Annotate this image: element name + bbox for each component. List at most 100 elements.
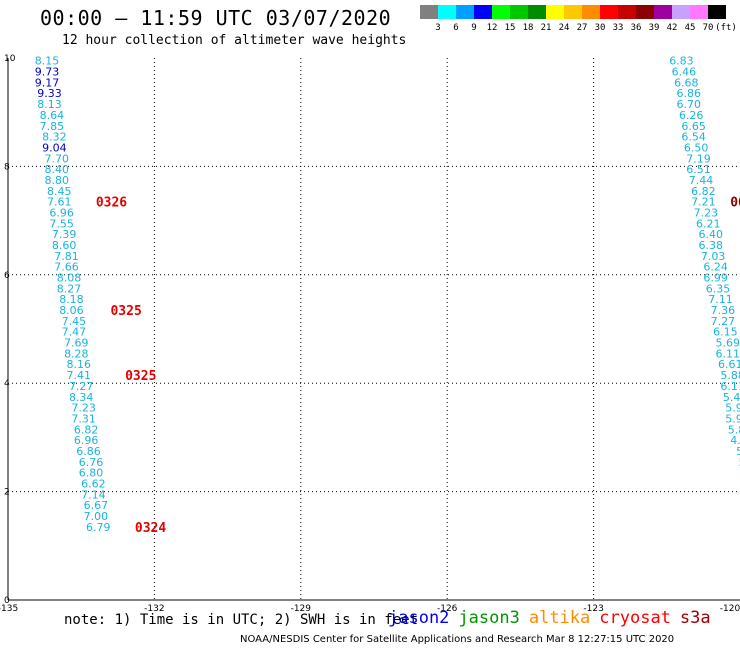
satellite-legend-entry: jason3 (458, 608, 520, 628)
time-label: 0325 (125, 369, 156, 384)
wave-height-value: 7.55 (49, 217, 74, 230)
color-swatch-label: 6 (453, 23, 459, 33)
wave-height-value: 7.14 (81, 488, 106, 501)
color-swatch-label: 45 (684, 23, 696, 33)
color-swatch (546, 5, 564, 19)
wave-height-value: 6.35 (706, 282, 731, 295)
time-label: 0326 (96, 196, 127, 211)
color-swatch-label: 39 (648, 23, 660, 33)
wave-height-value: 7.41 (67, 369, 92, 382)
wave-height-value: 6.76 (79, 456, 104, 469)
color-swatch (708, 5, 726, 19)
wave-height-value: 6.54 (681, 131, 706, 144)
wave-height-value: 8.40 (45, 163, 70, 176)
satellite-legend-entry: altika (528, 608, 591, 628)
wave-height-value: 8.60 (52, 239, 77, 252)
time-label: 0325 (110, 304, 141, 319)
wave-height-value: 6.80 (79, 467, 104, 480)
wave-height-value: 9.73 (35, 66, 60, 79)
footer-credit: NOAA/NESDIS Center for Satellite Applica… (240, 634, 675, 645)
wave-height-value: 5.86 (728, 423, 740, 436)
wave-height-value: 6.61 (718, 358, 740, 371)
color-swatch (438, 5, 456, 19)
y-tick-label: 10 (4, 54, 16, 64)
wave-height-value: 8.27 (57, 282, 82, 295)
satellite-legend-entry: s3a (679, 608, 711, 628)
wave-height-value: 5.2 (739, 456, 740, 469)
color-swatch-label: 12 (486, 23, 498, 33)
color-swatch-label: 18 (522, 23, 534, 33)
x-tick-label: -126 (437, 604, 458, 614)
wave-height-value: 5.97 (725, 402, 740, 415)
color-swatch-label: 42 (666, 23, 678, 33)
y-tick-label: 6 (4, 271, 10, 281)
wave-height-value: 5.4 (736, 445, 740, 458)
wave-height-value: 7.11 (708, 293, 733, 306)
wave-height-value: 5.46 (723, 391, 740, 404)
wave-height-value: 9.33 (37, 87, 62, 100)
wave-height-value: 7.44 (689, 174, 714, 187)
satellite-legend-entry: jason2 (388, 608, 450, 628)
wave-height-value: 5.88 (720, 369, 740, 382)
wave-height-value: 7.36 (711, 304, 736, 317)
wave-height-value: 6.15 (713, 326, 738, 339)
color-swatch-label: 33 (612, 23, 624, 33)
wave-height-value: 6.86 (677, 87, 702, 100)
wave-height-value: 6.83 (669, 55, 694, 68)
wave-height-value: 8.32 (42, 131, 67, 144)
color-swatch-label: 3 (435, 23, 441, 33)
color-swatch-label: 30 (594, 23, 606, 33)
wave-height-value: 6.79 (86, 521, 111, 534)
wave-height-value: 7.45 (62, 315, 87, 328)
color-swatch (492, 5, 510, 19)
wave-height-value: 6.96 (49, 206, 74, 219)
wave-height-value: 8.06 (59, 304, 84, 317)
wave-height-value: 6.24 (703, 261, 728, 274)
color-swatch (564, 5, 582, 19)
color-swatch-label: 15 (504, 23, 516, 33)
time-label: 0324 (135, 521, 166, 536)
wave-height-value: 6.11 (716, 347, 740, 360)
color-swatch-label: 70 (702, 23, 714, 33)
wave-height-value: 8.28 (64, 347, 89, 360)
wave-height-value: 7.27 (69, 380, 94, 393)
y-tick-label: 0 (4, 596, 10, 606)
color-swatch (600, 5, 618, 19)
color-swatch (510, 5, 528, 19)
color-swatch (420, 5, 438, 19)
wave-height-value: 6.99 (703, 272, 728, 285)
wave-height-value: 6.51 (686, 163, 711, 176)
color-scale-unit: (ft) (715, 23, 737, 33)
time-label: 0602 (730, 196, 740, 211)
wave-height-value: 6.96 (74, 434, 99, 447)
wave-height-value: 6.26 (679, 109, 704, 122)
wave-height-value: 7.39 (52, 228, 77, 241)
wave-height-value: 6.11 (720, 380, 740, 393)
wave-height-value: 7.03 (701, 250, 726, 263)
wave-height-value: 5.93 (725, 412, 740, 425)
color-swatch-label: 21 (540, 23, 552, 33)
satellite-legend: jason2 jason3 altika cryosat s3a (388, 608, 720, 628)
wave-height-value: 8.64 (40, 109, 65, 122)
wave-height-value: 6.70 (677, 98, 702, 111)
wave-height-value: 8.13 (37, 98, 62, 111)
satellite-legend-entry: cryosat (599, 608, 671, 628)
footer-note: note: 1) Time is in UTC; 2) SWH is in fe… (64, 612, 419, 628)
color-swatch (672, 5, 690, 19)
wave-height-value: 6.46 (672, 66, 697, 79)
wave-height-value: 8.80 (45, 174, 70, 187)
wave-height-value: 6.82 (74, 423, 99, 436)
wave-height-value: 7.47 (62, 326, 87, 339)
wave-height-value: 6.50 (684, 141, 709, 154)
wave-height-value: 6.65 (681, 120, 706, 133)
wave-height-value: 6.67 (84, 499, 109, 512)
wave-height-value: 6.68 (674, 76, 699, 89)
color-swatch-label: 24 (558, 23, 570, 33)
wave-height-value: 9.17 (35, 76, 60, 89)
map-subtitle: 12 hour collection of altimeter wave hei… (62, 33, 407, 48)
wave-height-value: 7.69 (64, 337, 89, 350)
wave-height-value: 7.21 (691, 196, 716, 209)
color-swatch-label: 27 (576, 23, 588, 33)
wave-height-value: 7.27 (711, 315, 736, 328)
wave-height-value: 6.82 (691, 185, 716, 198)
